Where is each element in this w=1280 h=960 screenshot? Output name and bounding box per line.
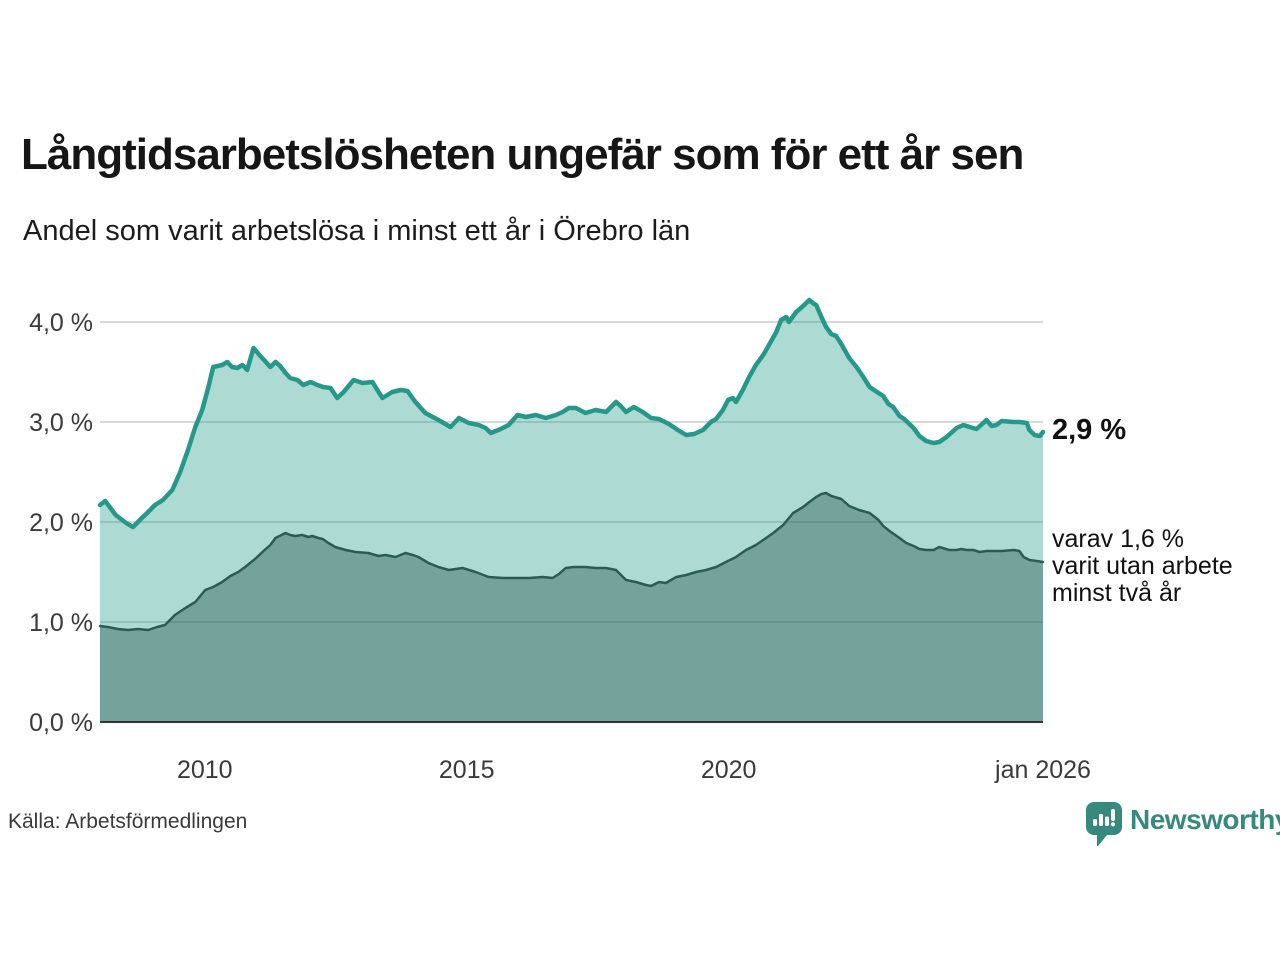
secondary-series-note: varav 1,6 % varit utan arbete minst två … — [1052, 526, 1233, 607]
note-line-3: minst två år — [1052, 579, 1182, 607]
line-series-1 — [97, 297, 1046, 530]
newsworthy-logo: Newsworthy — [1086, 802, 1280, 848]
x-tick-label: 2015 — [439, 756, 495, 784]
x-tick-label: 2020 — [701, 756, 757, 784]
y-tick-label: 3,0 % — [29, 409, 93, 437]
line-series-2 — [98, 491, 1045, 632]
y-tick-label: 0,0 % — [29, 709, 93, 737]
x-tick-label: jan 2026 — [994, 756, 1091, 784]
x-tick-label: 2010 — [177, 756, 233, 784]
y-tick-label: 4,0 % — [29, 309, 93, 337]
note-line-2: varit utan arbete — [1052, 552, 1233, 580]
note-line-1: varav 1,6 % — [1052, 525, 1185, 553]
chart-subtitle: Andel som varit arbetslösa i minst ett å… — [23, 215, 691, 247]
area-fill-series-2 — [100, 493, 1043, 722]
latest-value-label: 2,9 % — [1052, 414, 1127, 446]
y-tick-label: 1,0 % — [29, 609, 93, 637]
area-fill-series-1 — [100, 300, 1043, 722]
newsworthy-wordmark: Newsworthy — [1130, 804, 1280, 835]
y-tick-label: 2,0 % — [29, 509, 93, 537]
chart-title: Långtidsarbetslösheten ungefär som för e… — [21, 130, 1024, 179]
newsworthy-bubble-chart-icon — [1086, 802, 1122, 847]
source-attribution: Källa: Arbetsförmedlingen — [8, 810, 248, 833]
